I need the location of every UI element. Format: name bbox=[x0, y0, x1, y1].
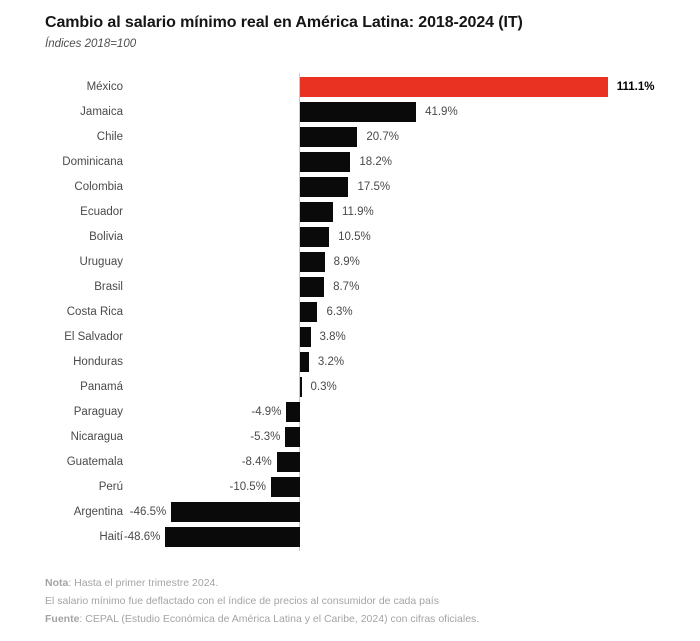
country-label-colombia: Colombia bbox=[74, 181, 123, 193]
note-label: Nota bbox=[45, 577, 69, 589]
chart-subtitle: Índices 2018=100 bbox=[45, 38, 137, 50]
country-label-paraguay: Paraguay bbox=[73, 406, 123, 418]
value-label-dominicana: 18.2% bbox=[359, 156, 393, 168]
value-label-jamaica: 41.9% bbox=[425, 106, 458, 118]
value-label-mexico: 111.1% bbox=[616, 81, 655, 93]
value-label-guatemala: -8.4% bbox=[241, 456, 272, 468]
bar-argentina bbox=[171, 502, 300, 522]
country-label-panama: Panamá bbox=[80, 381, 123, 393]
bar-mexico bbox=[300, 77, 608, 97]
note-text: : Hasta el primer trimestre 2024. bbox=[68, 577, 219, 589]
bar-guatemala bbox=[276, 452, 300, 472]
value-label-uruguay: 8.9% bbox=[333, 256, 360, 268]
country-label-honduras: Honduras bbox=[73, 356, 123, 368]
value-label-nicaragua: -5.3% bbox=[250, 431, 281, 443]
zero-axis-line bbox=[299, 73, 300, 551]
bar-ecuador bbox=[300, 202, 333, 222]
bar-jamaica bbox=[300, 102, 417, 122]
bar-honduras bbox=[300, 352, 309, 372]
country-label-chile: Chile bbox=[96, 131, 123, 143]
bar-chile bbox=[300, 127, 358, 147]
country-label-bolivia: Bolivia bbox=[89, 231, 123, 243]
note-line: Nota: Hasta el primer trimestre 2024. bbox=[45, 574, 479, 592]
country-label-brasil: Brasil bbox=[94, 281, 123, 293]
source-label: Fuente bbox=[45, 613, 80, 625]
method-line: El salario mínimo fue deflactado con el … bbox=[45, 595, 439, 607]
value-label-costa-rica: 6.3% bbox=[326, 306, 353, 318]
value-label-panama: 0.3% bbox=[310, 381, 337, 393]
bar-dominicana bbox=[300, 152, 351, 172]
value-label-peru: -10.5% bbox=[229, 481, 266, 493]
value-label-ecuador: 11.9% bbox=[341, 206, 374, 218]
footnotes: Nota: Hasta el primer trimestre 2024. El… bbox=[45, 574, 479, 628]
bar-bolivia bbox=[300, 227, 330, 247]
value-label-argentina: -46.5% bbox=[129, 506, 167, 518]
chart-title: Cambio al salario mínimo real en América… bbox=[45, 14, 523, 31]
horizontal-bar-chart: México 111.1% Jamaica 41.9% Chile 20.7% Domini… bbox=[0, 70, 700, 555]
bar-nicaragua bbox=[285, 427, 300, 447]
source-text: : CEPAL (Estudio Económica de América La… bbox=[79, 613, 480, 625]
value-label-bolivia: 10.5% bbox=[338, 231, 371, 243]
bar-costa-rica bbox=[300, 302, 318, 322]
country-label-el-salvador: El Salvador bbox=[64, 331, 123, 343]
value-label-el-salvador: 3.8% bbox=[319, 331, 346, 343]
bar-haiti bbox=[165, 527, 300, 547]
country-label-uruguay: Uruguay bbox=[79, 256, 123, 268]
bar-peru bbox=[270, 477, 300, 497]
country-label-dominicana: Dominicana bbox=[62, 156, 123, 168]
country-label-peru: Perú bbox=[98, 481, 123, 493]
value-label-paraguay: -4.9% bbox=[251, 406, 282, 418]
country-label-mexico: México bbox=[86, 81, 123, 93]
country-label-guatemala: Guatemala bbox=[66, 456, 123, 468]
bar-brasil bbox=[300, 277, 325, 297]
bar-el-salvador bbox=[300, 327, 311, 347]
source-line: Fuente: CEPAL (Estudio Económica de Amér… bbox=[45, 610, 479, 628]
country-label-nicaragua: Nicaragua bbox=[70, 431, 123, 443]
bar-uruguay bbox=[300, 252, 325, 272]
country-label-costa-rica: Costa Rica bbox=[66, 306, 123, 318]
bar-paraguay bbox=[286, 402, 300, 422]
country-label-haiti: Haití bbox=[99, 531, 123, 543]
country-label-ecuador: Ecuador bbox=[80, 206, 123, 218]
country-label-jamaica: Jamaica bbox=[80, 106, 123, 118]
country-label-argentina: Argentina bbox=[73, 506, 123, 518]
value-label-haiti: -48.6% bbox=[123, 531, 161, 543]
value-label-brasil: 8.7% bbox=[333, 281, 360, 293]
value-label-colombia: 17.5% bbox=[357, 181, 391, 193]
value-label-chile: 20.7% bbox=[366, 131, 399, 143]
bar-colombia bbox=[300, 177, 349, 197]
value-label-honduras: 3.2% bbox=[317, 356, 345, 368]
bar-panama bbox=[300, 377, 302, 397]
